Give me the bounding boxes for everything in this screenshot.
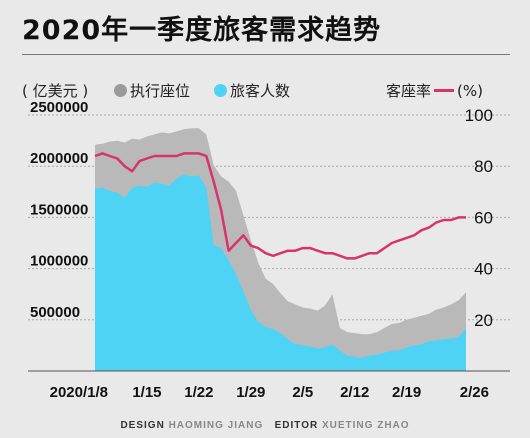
y-axis-right-ticks: 20 40 60 80 100 [465,106,493,330]
editor-label: EDITOR [274,420,319,431]
title-divider [22,54,510,55]
design-name: HAOMING JIANG [168,420,264,431]
legend-seats: 执行座位 [114,80,190,101]
legend-load-factor-unit: (%) [457,82,483,100]
legend-seats-label: 执行座位 [130,82,191,100]
y-left-tick-label: 2500000 [30,99,88,116]
seats-swatch [114,84,127,97]
legend-load-factor-label: 客座率 [386,82,432,100]
y-axis-left-ticks: 500000 1000000 1500000 2000000 2500000 [30,99,88,321]
x-tick-label: 1/15 [132,384,161,401]
passengers-area [95,174,466,371]
load-factor-swatch [434,89,455,92]
editor-name: XUETING ZHAO [321,420,410,431]
y-left-tick-label: 500000 [30,304,80,321]
y-right-tick-label: 80 [474,157,493,176]
legend-unit: ( 亿美元 ) [22,82,89,100]
credit-line: DESIGN HAOMING JIANG EDITOR XUETING ZHAO [0,420,530,431]
x-tick-label: 2/5 [292,384,313,401]
y-right-tick-label: 20 [474,311,493,330]
x-tick-label: 2/26 [460,384,489,401]
passengers-swatch [214,84,227,97]
y-left-tick-label: 1000000 [30,253,88,270]
x-tick-label: 1/22 [184,384,213,401]
x-axis-ticks: 2020/1/8 1/15 1/22 1/29 2/5 2/12 2/19 2/26 [50,384,489,401]
y-left-tick-label: 2000000 [30,150,88,167]
load-factor-line [94,152,466,260]
legend-passengers-label: 旅客人数 [230,82,291,100]
x-tick-label: 2/12 [340,384,369,401]
y-right-tick-label: 60 [474,208,493,227]
x-tick-label: 2/19 [392,384,421,401]
x-tick-label: 2020/1/8 [50,384,108,401]
design-label: DESIGN [120,420,165,431]
legend-load-factor: 客座率 (%) [386,80,483,101]
x-tick-label: 1/29 [236,384,265,401]
page-title: 2020年一季度旅客需求趋势 [22,15,382,46]
y-right-tick-label: 40 [474,260,493,279]
y-right-tick-label: 100 [465,106,493,125]
legend-passengers: 旅客人数 [214,80,290,101]
y-left-tick-label: 1500000 [30,201,88,218]
legend: ( 亿美元 ) 执行座位 旅客人数 客座率 (%) [22,80,510,102]
